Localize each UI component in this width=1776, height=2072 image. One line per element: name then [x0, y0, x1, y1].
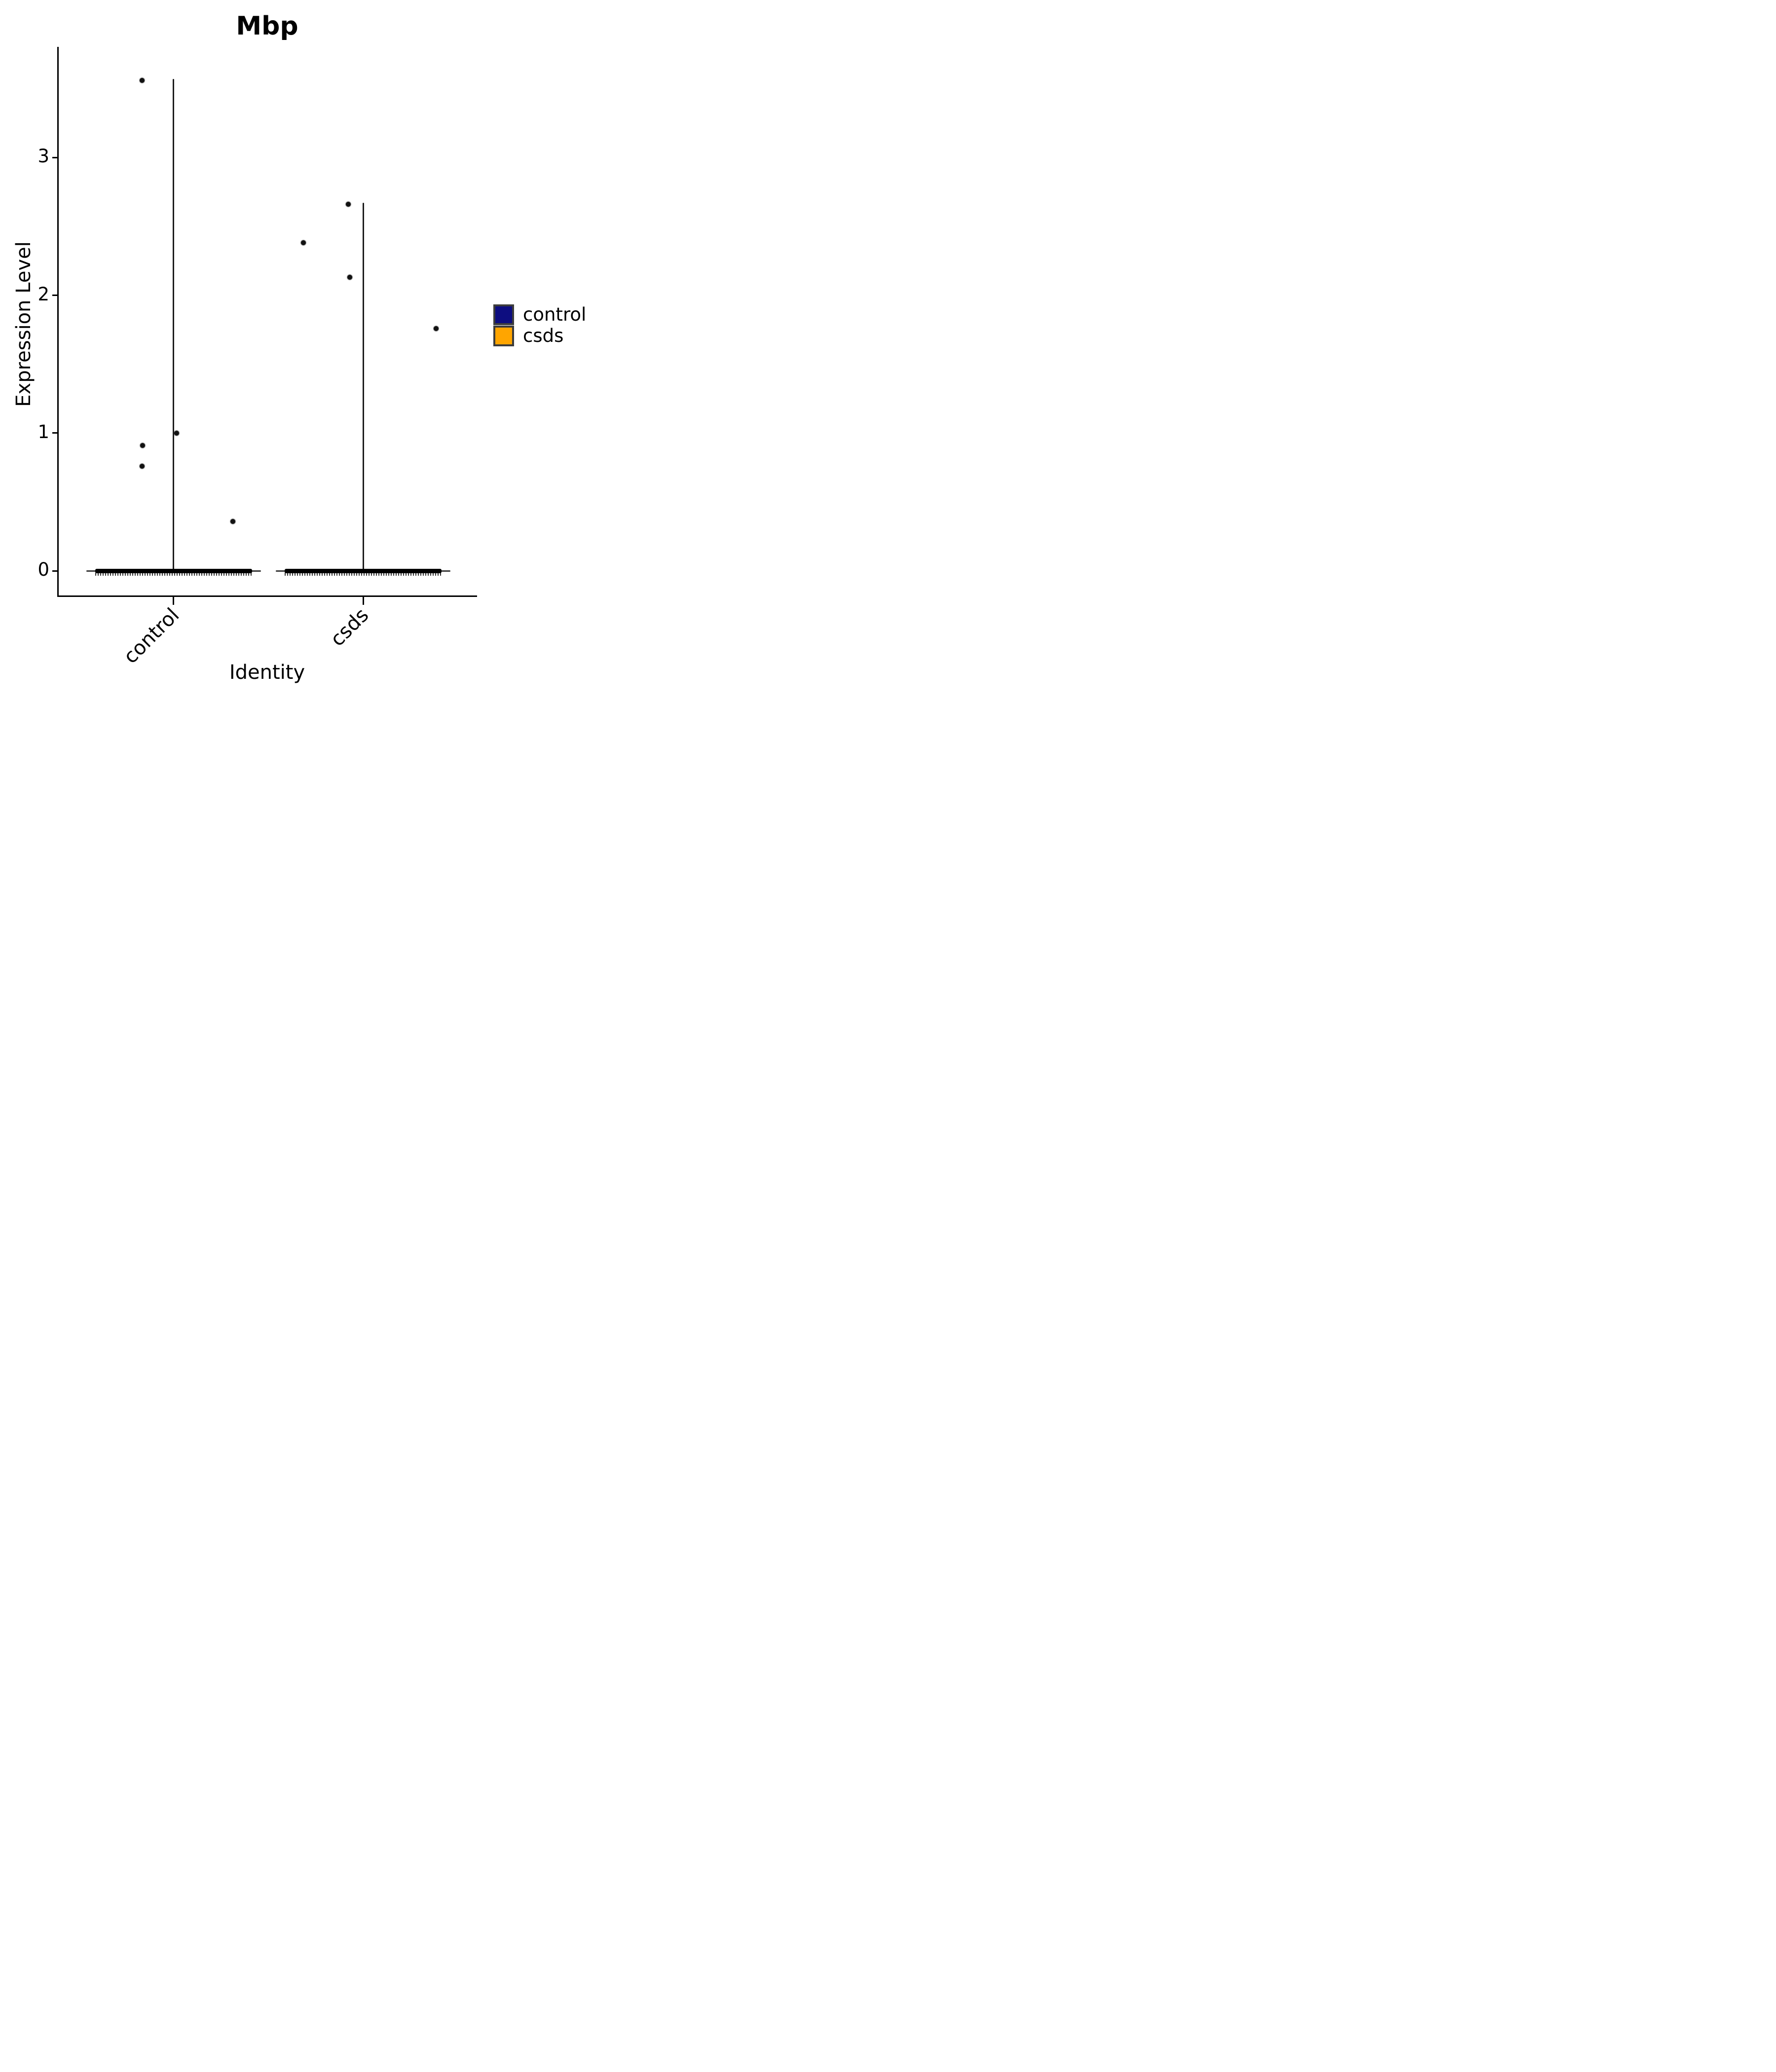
legend: control csds — [493, 304, 586, 346]
plot-area: 0 1 2 3 control csds — [0, 0, 592, 691]
legend-item-control: control — [493, 304, 586, 325]
data-point-control — [139, 77, 145, 83]
zero-point-band-control — [95, 568, 252, 573]
violin-spine-control — [173, 79, 175, 571]
data-point-csds — [301, 240, 306, 246]
legend-label-csds: csds — [523, 325, 564, 346]
y-tick-mark — [52, 156, 57, 158]
x-tick-label-control: control — [119, 603, 184, 668]
violin-plot-figure: Mbp Expression Level Identity 0 1 2 3 contro… — [0, 0, 592, 691]
data-point-control — [139, 464, 145, 469]
zero-point-jitter-csds — [285, 573, 442, 576]
zero-point-jitter-control — [95, 573, 252, 576]
data-point-csds — [434, 326, 439, 331]
data-point-control — [230, 518, 235, 524]
y-tick-mark — [52, 570, 57, 572]
zero-point-band-csds — [285, 568, 442, 573]
chart-title: Mbp — [236, 11, 298, 41]
y-axis-line — [57, 47, 59, 597]
x-tick-mark — [172, 597, 175, 605]
data-point-csds — [346, 202, 351, 207]
y-tick-label: 2 — [37, 283, 49, 305]
legend-swatch-control — [493, 304, 514, 325]
legend-label-control: control — [523, 304, 587, 325]
x-axis-line — [57, 595, 477, 597]
data-point-control — [140, 443, 145, 448]
x-tick-label-csds: csds — [326, 603, 373, 651]
legend-swatch-csds — [493, 325, 514, 346]
y-tick-mark — [52, 432, 57, 434]
x-axis-label: Identity — [229, 661, 305, 684]
data-point-csds — [347, 275, 353, 280]
y-tick-label: 3 — [37, 146, 49, 167]
y-tick-mark — [52, 295, 57, 296]
y-tick-label: 0 — [37, 559, 49, 581]
y-tick-label: 1 — [37, 421, 49, 443]
x-tick-mark — [362, 597, 365, 605]
data-point-control — [174, 430, 179, 436]
violin-spine-csds — [362, 203, 364, 571]
legend-item-csds: csds — [493, 325, 586, 346]
